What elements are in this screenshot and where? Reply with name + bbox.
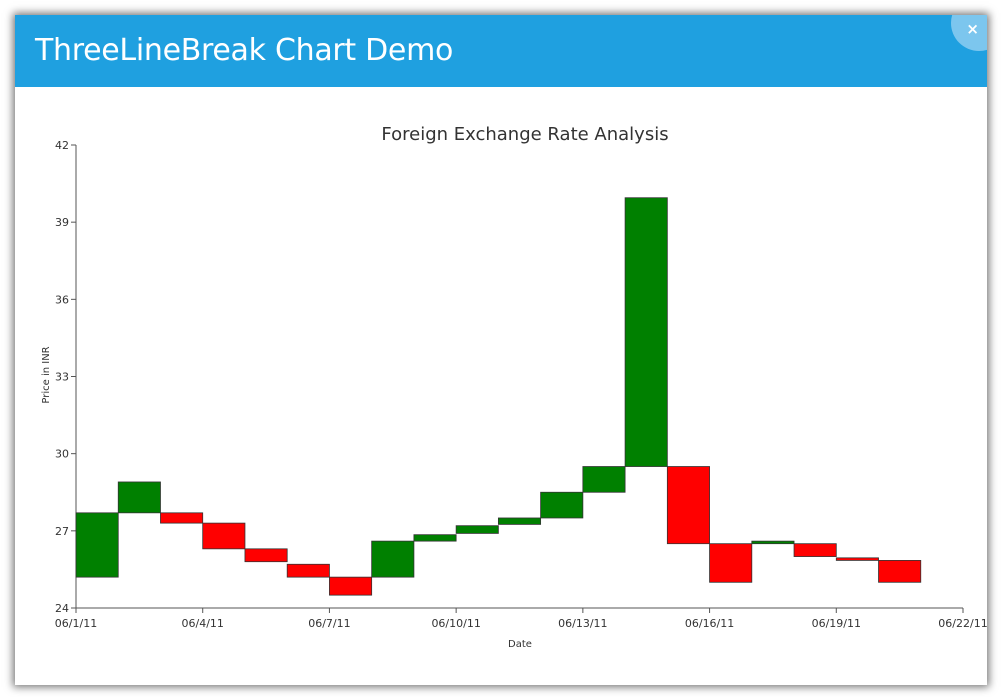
x-tick-label: 06/7/11 (308, 617, 350, 630)
y-tick-label: 27 (55, 525, 69, 538)
y-tick-label: 24 (55, 602, 69, 615)
x-tick-label: 06/4/11 (182, 617, 224, 630)
y-tick-label: 42 (55, 139, 69, 152)
rising-box (540, 491, 584, 519)
dialog-titlebar: ThreeLineBreak Chart Demo × (15, 15, 987, 87)
falling-box (160, 512, 204, 524)
chart-boxes (75, 197, 922, 596)
dialog-title: ThreeLineBreak Chart Demo (35, 33, 454, 68)
rising-box (624, 197, 668, 467)
rising-box (117, 481, 161, 514)
falling-box (878, 560, 922, 583)
y-tick-label: 33 (55, 371, 69, 384)
x-tick-label: 06/22/11 (938, 617, 987, 630)
x-tick-label: 06/10/11 (431, 617, 480, 630)
falling-box (835, 557, 879, 561)
x-tick-label: 06/16/11 (685, 617, 734, 630)
chart-dialog: ThreeLineBreak Chart Demo × Foreign Exch… (15, 15, 987, 685)
falling-box (244, 548, 288, 563)
rising-box (455, 525, 499, 534)
chart-title: Foreign Exchange Rate Analysis (381, 124, 668, 145)
falling-box (709, 543, 753, 583)
three-line-break-chart: Foreign Exchange Rate Analysis Price in … (41, 124, 987, 650)
falling-box (329, 576, 373, 596)
x-tick-label: 06/19/11 (812, 617, 861, 630)
tick-labels: 24 27 30 33 36 39 42 06/1/11 06/4/11 06/7/11 06/10… (55, 139, 987, 630)
y-tick-label: 39 (55, 216, 69, 229)
rising-box (371, 540, 415, 578)
falling-box (666, 466, 710, 545)
x-axis-title: Date (508, 639, 532, 650)
y-tick-label: 30 (55, 448, 69, 461)
y-axis-title: Price in INR (41, 346, 52, 403)
falling-box (286, 563, 330, 578)
rising-box (751, 540, 795, 545)
rising-box (75, 512, 119, 578)
close-icon[interactable]: × (966, 20, 979, 38)
x-tick-label: 06/1/11 (55, 617, 97, 630)
rising-box (497, 517, 542, 525)
rising-box (582, 466, 626, 493)
falling-box (202, 522, 246, 550)
y-tick-label: 36 (55, 293, 69, 306)
x-tick-label: 06/13/11 (558, 617, 607, 630)
rising-box (413, 534, 457, 542)
falling-box (793, 543, 837, 557)
